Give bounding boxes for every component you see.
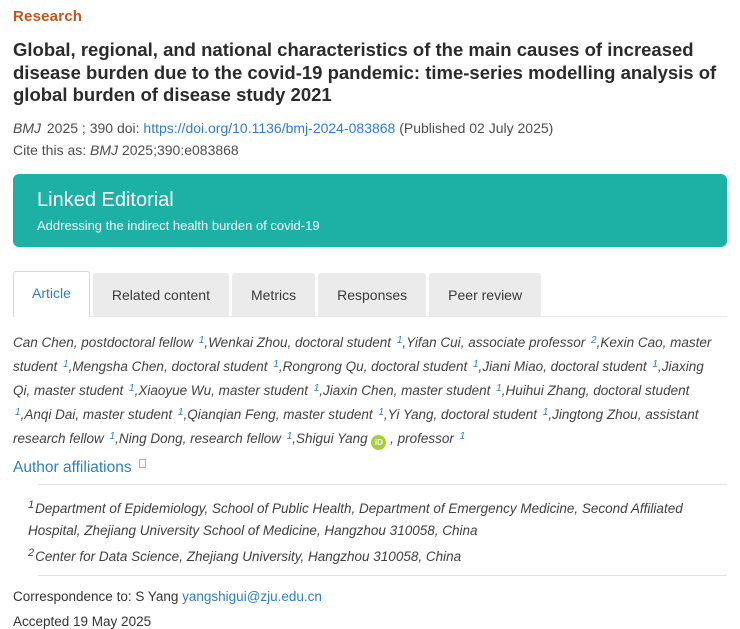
- author-affiliation-number: 1: [542, 406, 549, 418]
- author-affiliations-toggle[interactable]: Author affiliations: [13, 459, 727, 477]
- author-affiliation-number: 1: [472, 358, 479, 370]
- affiliation-list: 1Department of Epidemiology, School of P…: [28, 494, 727, 568]
- tab-metrics[interactable]: Metrics: [231, 272, 316, 316]
- author-affiliations-label: Author affiliations: [13, 459, 132, 477]
- author-affiliation-number: 1: [15, 406, 21, 418]
- affiliation-item: 2Center for Data Science, Zhejiang Unive…: [28, 547, 462, 565]
- author-affiliation-number: 1: [378, 406, 384, 418]
- author-affiliation-number: 1: [313, 382, 320, 394]
- expand-icon: [138, 459, 146, 469]
- divider: [38, 575, 727, 577]
- author-affiliation-number: 1: [273, 358, 279, 370]
- accepted-date: Accepted 19 May 2025: [13, 614, 152, 629]
- journal-name: BMJ: [13, 119, 41, 136]
- author-affiliation-number: 1: [177, 406, 184, 418]
- citation-line: BMJ 2025 ; 390 doi: https://doi.org/10.1…: [13, 120, 727, 136]
- author-affiliation-number: 1: [63, 358, 69, 370]
- author-name: Yi Yang: [387, 406, 434, 422]
- author-affiliation-number: 1: [459, 430, 466, 442]
- citation-year-volume: 2025 ; 390: [46, 119, 114, 136]
- affiliation-number: 1: [28, 499, 35, 512]
- author-name: Yifan Cui: [406, 334, 461, 350]
- affiliation-item: 1Department of Epidemiology, School of P…: [28, 499, 683, 539]
- tab-related-content[interactable]: Related content: [92, 272, 229, 316]
- author-name: Wenkai Zhou: [208, 334, 288, 350]
- author-affiliation-number: 1: [396, 334, 403, 346]
- author-name: Rongrong Qu: [282, 358, 364, 374]
- author-affiliation-number: 1: [198, 334, 205, 346]
- tab-bar: Article Related content Metrics Responses Pe…: [13, 270, 727, 317]
- section-label[interactable]: Research: [13, 8, 83, 25]
- author-name: Jiaxing Qi: [13, 358, 704, 398]
- author-affiliation-number: 1: [496, 382, 502, 394]
- article-title: Global, regional, and national character…: [13, 39, 717, 106]
- tab-article[interactable]: Article: [13, 270, 90, 317]
- author-name: Jiani Miao: [482, 358, 544, 374]
- cite-as-prefix: Cite this as:: [13, 141, 87, 158]
- author-affiliation-number: 2: [591, 334, 597, 346]
- author-name: Jiaxin Chen: [323, 382, 394, 398]
- author-name: Kexin Cao: [600, 334, 663, 350]
- author-name: Mengsha Chen: [72, 358, 164, 374]
- tab-responses[interactable]: Responses: [318, 272, 427, 316]
- tab-peer-review[interactable]: Peer review: [429, 272, 542, 316]
- author-name: Anqi Dai: [24, 406, 76, 422]
- correspondence-email[interactable]: yangshigui@zju.edu.cn: [182, 589, 322, 605]
- linked-editorial-banner[interactable]: Linked Editorial Addressing the indirect…: [13, 173, 727, 247]
- orcid-icon[interactable]: iD: [371, 435, 387, 451]
- published-date: (Published 02 July 2025): [399, 119, 554, 136]
- author-list: Can Chen, postdoctoral fellow 1,Wenkai Z…: [13, 330, 727, 451]
- author-affiliation-number: 1: [109, 430, 116, 442]
- affiliation-number: 2: [28, 547, 35, 560]
- doi-label: doi:: [116, 119, 140, 136]
- author-name: Xiaoyue Wu: [138, 382, 212, 398]
- author-name: Huihui Zhang: [505, 382, 586, 398]
- author-name: Can Chen: [13, 334, 74, 350]
- author-affiliation-number: 1: [286, 430, 293, 442]
- doi-link[interactable]: https://doi.org/10.1136/bmj-2024-083868: [143, 119, 396, 136]
- author-name: Jingtong Zhou: [552, 406, 638, 422]
- correspondence-line: Correspondence to: S Yang yangshigui@zju…: [13, 589, 727, 604]
- linked-editorial-subtitle: Addressing the indirect health burden of…: [37, 217, 320, 233]
- author-affiliation-number: 1: [652, 358, 658, 370]
- divider: [38, 484, 727, 486]
- cite-as-ref: 2025;390:e083868: [121, 141, 239, 158]
- author-name: Ning Dong: [118, 430, 183, 446]
- cite-as-line: Cite this as: BMJ 2025;390:e083868: [13, 142, 727, 158]
- correspondence-prefix: Correspondence to: S Yang: [13, 589, 179, 605]
- cite-as-journal: BMJ: [90, 141, 119, 158]
- author-name: Shigui Yang: [296, 430, 368, 446]
- linked-editorial-title: Linked Editorial: [37, 188, 174, 211]
- author-name: Qianqian Feng: [187, 406, 276, 422]
- author-affiliation-number: 1: [129, 382, 135, 394]
